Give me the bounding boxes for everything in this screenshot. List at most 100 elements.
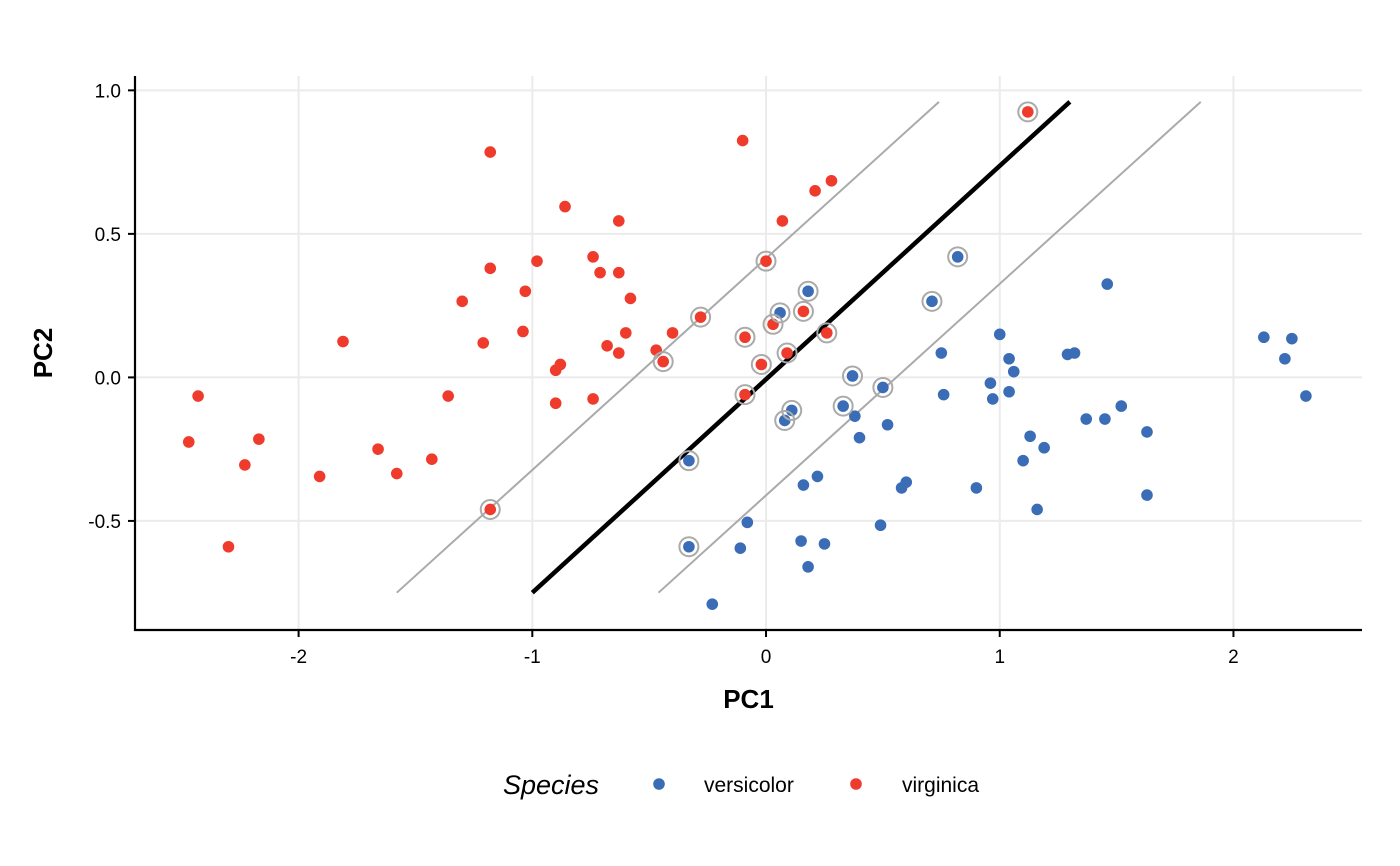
versicolor-point [993, 328, 1006, 341]
y-tick-label: -0.5 [88, 512, 121, 533]
versicolor-point [900, 476, 913, 488]
virginica-point [517, 325, 529, 338]
versicolor-point [986, 393, 999, 405]
versicolor-point [937, 388, 950, 401]
virginica-point [313, 470, 326, 483]
legend: Species versicolor virginica [503, 770, 979, 800]
versicolor-point [734, 542, 747, 554]
virginica-point [825, 174, 838, 187]
virginica-point [426, 453, 438, 466]
virginica-point [239, 459, 251, 471]
y-tick-label: 0.0 [95, 368, 121, 389]
virginica-point [736, 134, 749, 147]
virginica-point [776, 215, 789, 227]
virginica-point [612, 215, 625, 227]
virginica-point [531, 255, 543, 267]
virginica-point [657, 355, 669, 368]
virginica-point [477, 337, 490, 349]
support-vector-ring [921, 290, 943, 312]
versicolor-point [1080, 413, 1093, 425]
support-vector-ring [652, 351, 674, 373]
y-tick-label: 0.5 [95, 225, 121, 246]
support-vector-ring [690, 306, 712, 328]
virginica-point [253, 433, 265, 445]
virginica-point [739, 331, 751, 344]
virginica-point [587, 251, 599, 263]
support-vector-ring [734, 326, 756, 348]
support-vector-ring [479, 498, 501, 520]
versicolor-point [1017, 454, 1029, 467]
versicolor-point [1286, 332, 1298, 345]
virginica-point [484, 503, 497, 516]
support-vector-ring [792, 300, 814, 322]
virginica-point [554, 358, 567, 371]
versicolor-point [1068, 347, 1081, 359]
versicolor-point [741, 516, 754, 529]
versicolor-point [984, 377, 997, 389]
x-tick-label: 0 [761, 647, 772, 668]
x-tick-label: -2 [290, 647, 307, 668]
virginica-point [519, 285, 532, 298]
versicolor-point [1258, 331, 1270, 344]
versicolor-point [935, 347, 948, 359]
versicolor-point [778, 414, 791, 427]
support-vector-ring [797, 280, 819, 302]
virginica-point [755, 358, 768, 371]
support-vector-ring [816, 322, 838, 344]
versicolor-point [802, 561, 814, 573]
versicolor-point [785, 404, 798, 417]
virginica-point [760, 255, 772, 267]
virginica-point [182, 436, 195, 448]
versicolor-point [1024, 430, 1036, 443]
y-tick-label: 1.0 [95, 81, 121, 102]
support-vector-ring [832, 395, 854, 417]
support-vector-ring [755, 250, 777, 272]
versicolor-point [874, 519, 887, 532]
legend-label-virginica: virginica [902, 774, 979, 797]
support-vector-ring [776, 342, 798, 364]
virginica-point [372, 443, 384, 455]
virginica-point [620, 327, 632, 339]
legend-key-versicolor [653, 778, 665, 790]
versicolor-point [1007, 365, 1020, 378]
support-vector-ring [947, 246, 969, 268]
versicolor-point [1279, 352, 1291, 365]
virginica-point [456, 295, 469, 308]
versicolor-point [1141, 489, 1153, 501]
support-vector-ring [762, 313, 784, 335]
virginica-point [559, 200, 571, 213]
versicolor-point [1141, 426, 1153, 438]
support-vector-ring [769, 302, 791, 324]
versicolor-point [853, 431, 866, 444]
virginica-point [442, 390, 454, 402]
versicolor-point [1101, 278, 1114, 290]
virginica-point [666, 327, 679, 339]
versicolor-point [1115, 400, 1128, 412]
versicolor-point [1300, 390, 1312, 402]
support-vector-ring [678, 536, 700, 558]
virginica-point [739, 388, 751, 401]
margin-upper-line [396, 101, 940, 594]
virginica-point [337, 335, 349, 348]
virginica-point [601, 340, 613, 352]
legend-label-versicolor: versicolor [704, 774, 794, 797]
data-points [182, 101, 1312, 610]
virginica-point [612, 266, 625, 279]
versicolor-point [1031, 503, 1043, 516]
versicolor-point [846, 370, 859, 382]
decision-boundary-line [530, 100, 1072, 595]
virginica-point [612, 347, 625, 359]
margin-lower-line [657, 101, 1202, 594]
virginica-point [781, 347, 793, 359]
virginica-point [587, 393, 599, 405]
x-tick-label: 1 [994, 647, 1005, 668]
grid [135, 76, 1362, 630]
support-vector-ring [1017, 101, 1039, 123]
versicolor-point [1038, 441, 1050, 454]
svm-lines [396, 100, 1202, 595]
virginica-point [624, 292, 637, 305]
virginica-point [484, 262, 497, 275]
support-vector-ring [781, 399, 803, 421]
versicolor-point [849, 410, 861, 422]
